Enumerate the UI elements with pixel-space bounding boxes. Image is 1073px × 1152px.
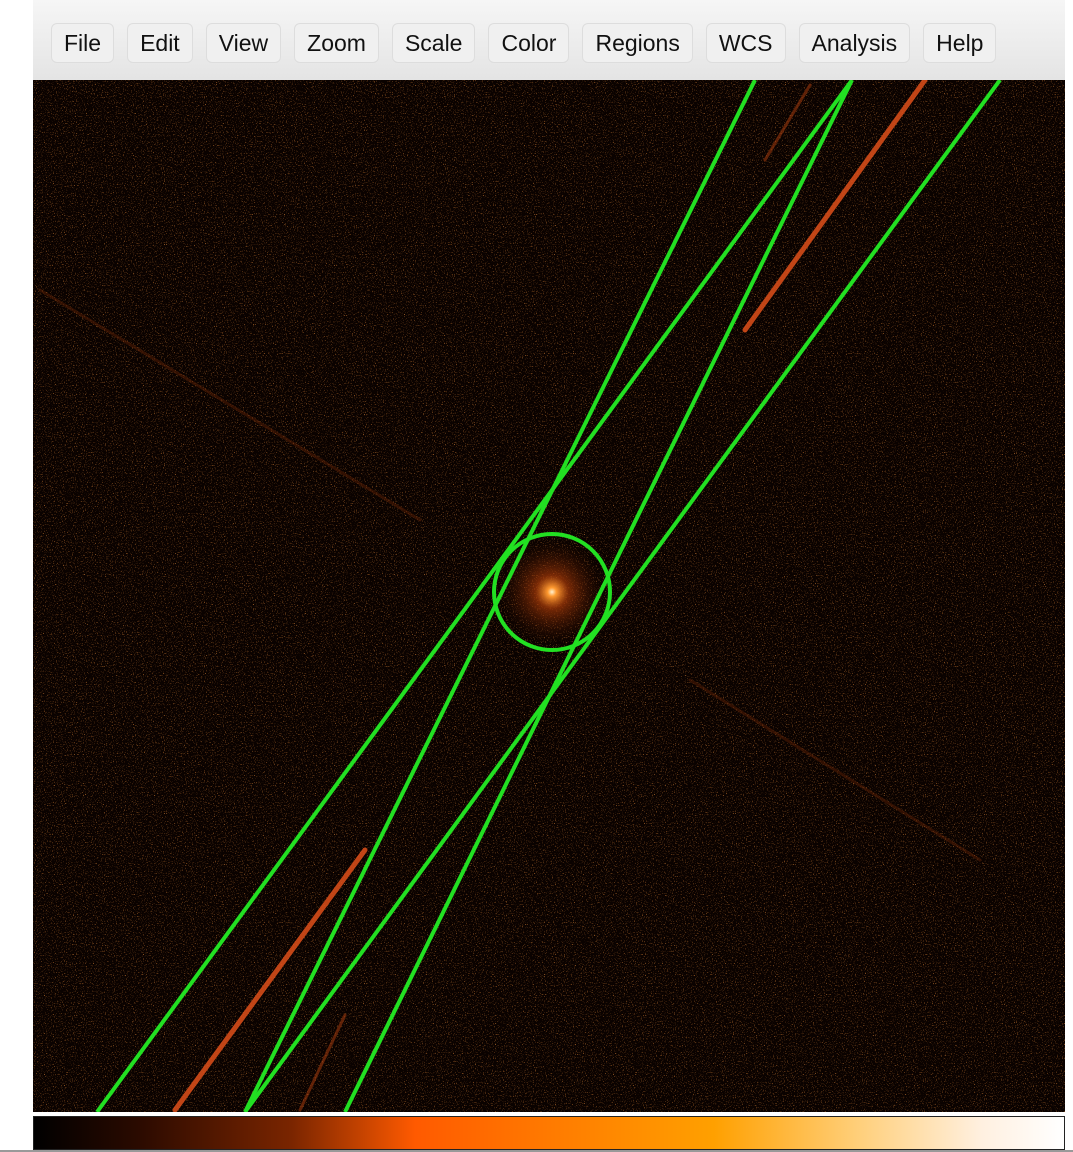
- point-source: [497, 537, 607, 647]
- region-circle[interactable]: [492, 532, 612, 652]
- menu-button[interactable]: Regions: [583, 24, 692, 62]
- menu-button[interactable]: Color: [489, 24, 569, 62]
- menu-button[interactable]: Scale: [392, 24, 475, 62]
- region-line[interactable]: [343, 80, 854, 1112]
- region-line[interactable]: [243, 80, 1002, 1112]
- menu-button[interactable]: View: [206, 24, 281, 62]
- menu: File Edit View Zoom Scale Color Regions …: [52, 24, 996, 62]
- menu-button[interactable]: Analysis: [799, 24, 910, 62]
- region-line[interactable]: [243, 80, 757, 1112]
- menu-button[interactable]: WCS: [706, 24, 785, 62]
- streaks: [38, 80, 982, 1112]
- region-line[interactable]: [95, 80, 854, 1112]
- menu-button[interactable]: Help: [924, 24, 996, 62]
- colorbar: [33, 1116, 1065, 1150]
- regions: [95, 80, 1002, 1112]
- menu-button[interactable]: Edit: [128, 24, 192, 62]
- divider: [0, 1150, 1073, 1152]
- image-display[interactable]: [33, 80, 1065, 1112]
- menu-bar: File Edit View Zoom Scale Color Regions …: [33, 0, 1065, 80]
- menu-button[interactable]: File: [52, 24, 114, 62]
- menu-button[interactable]: Zoom: [295, 24, 378, 62]
